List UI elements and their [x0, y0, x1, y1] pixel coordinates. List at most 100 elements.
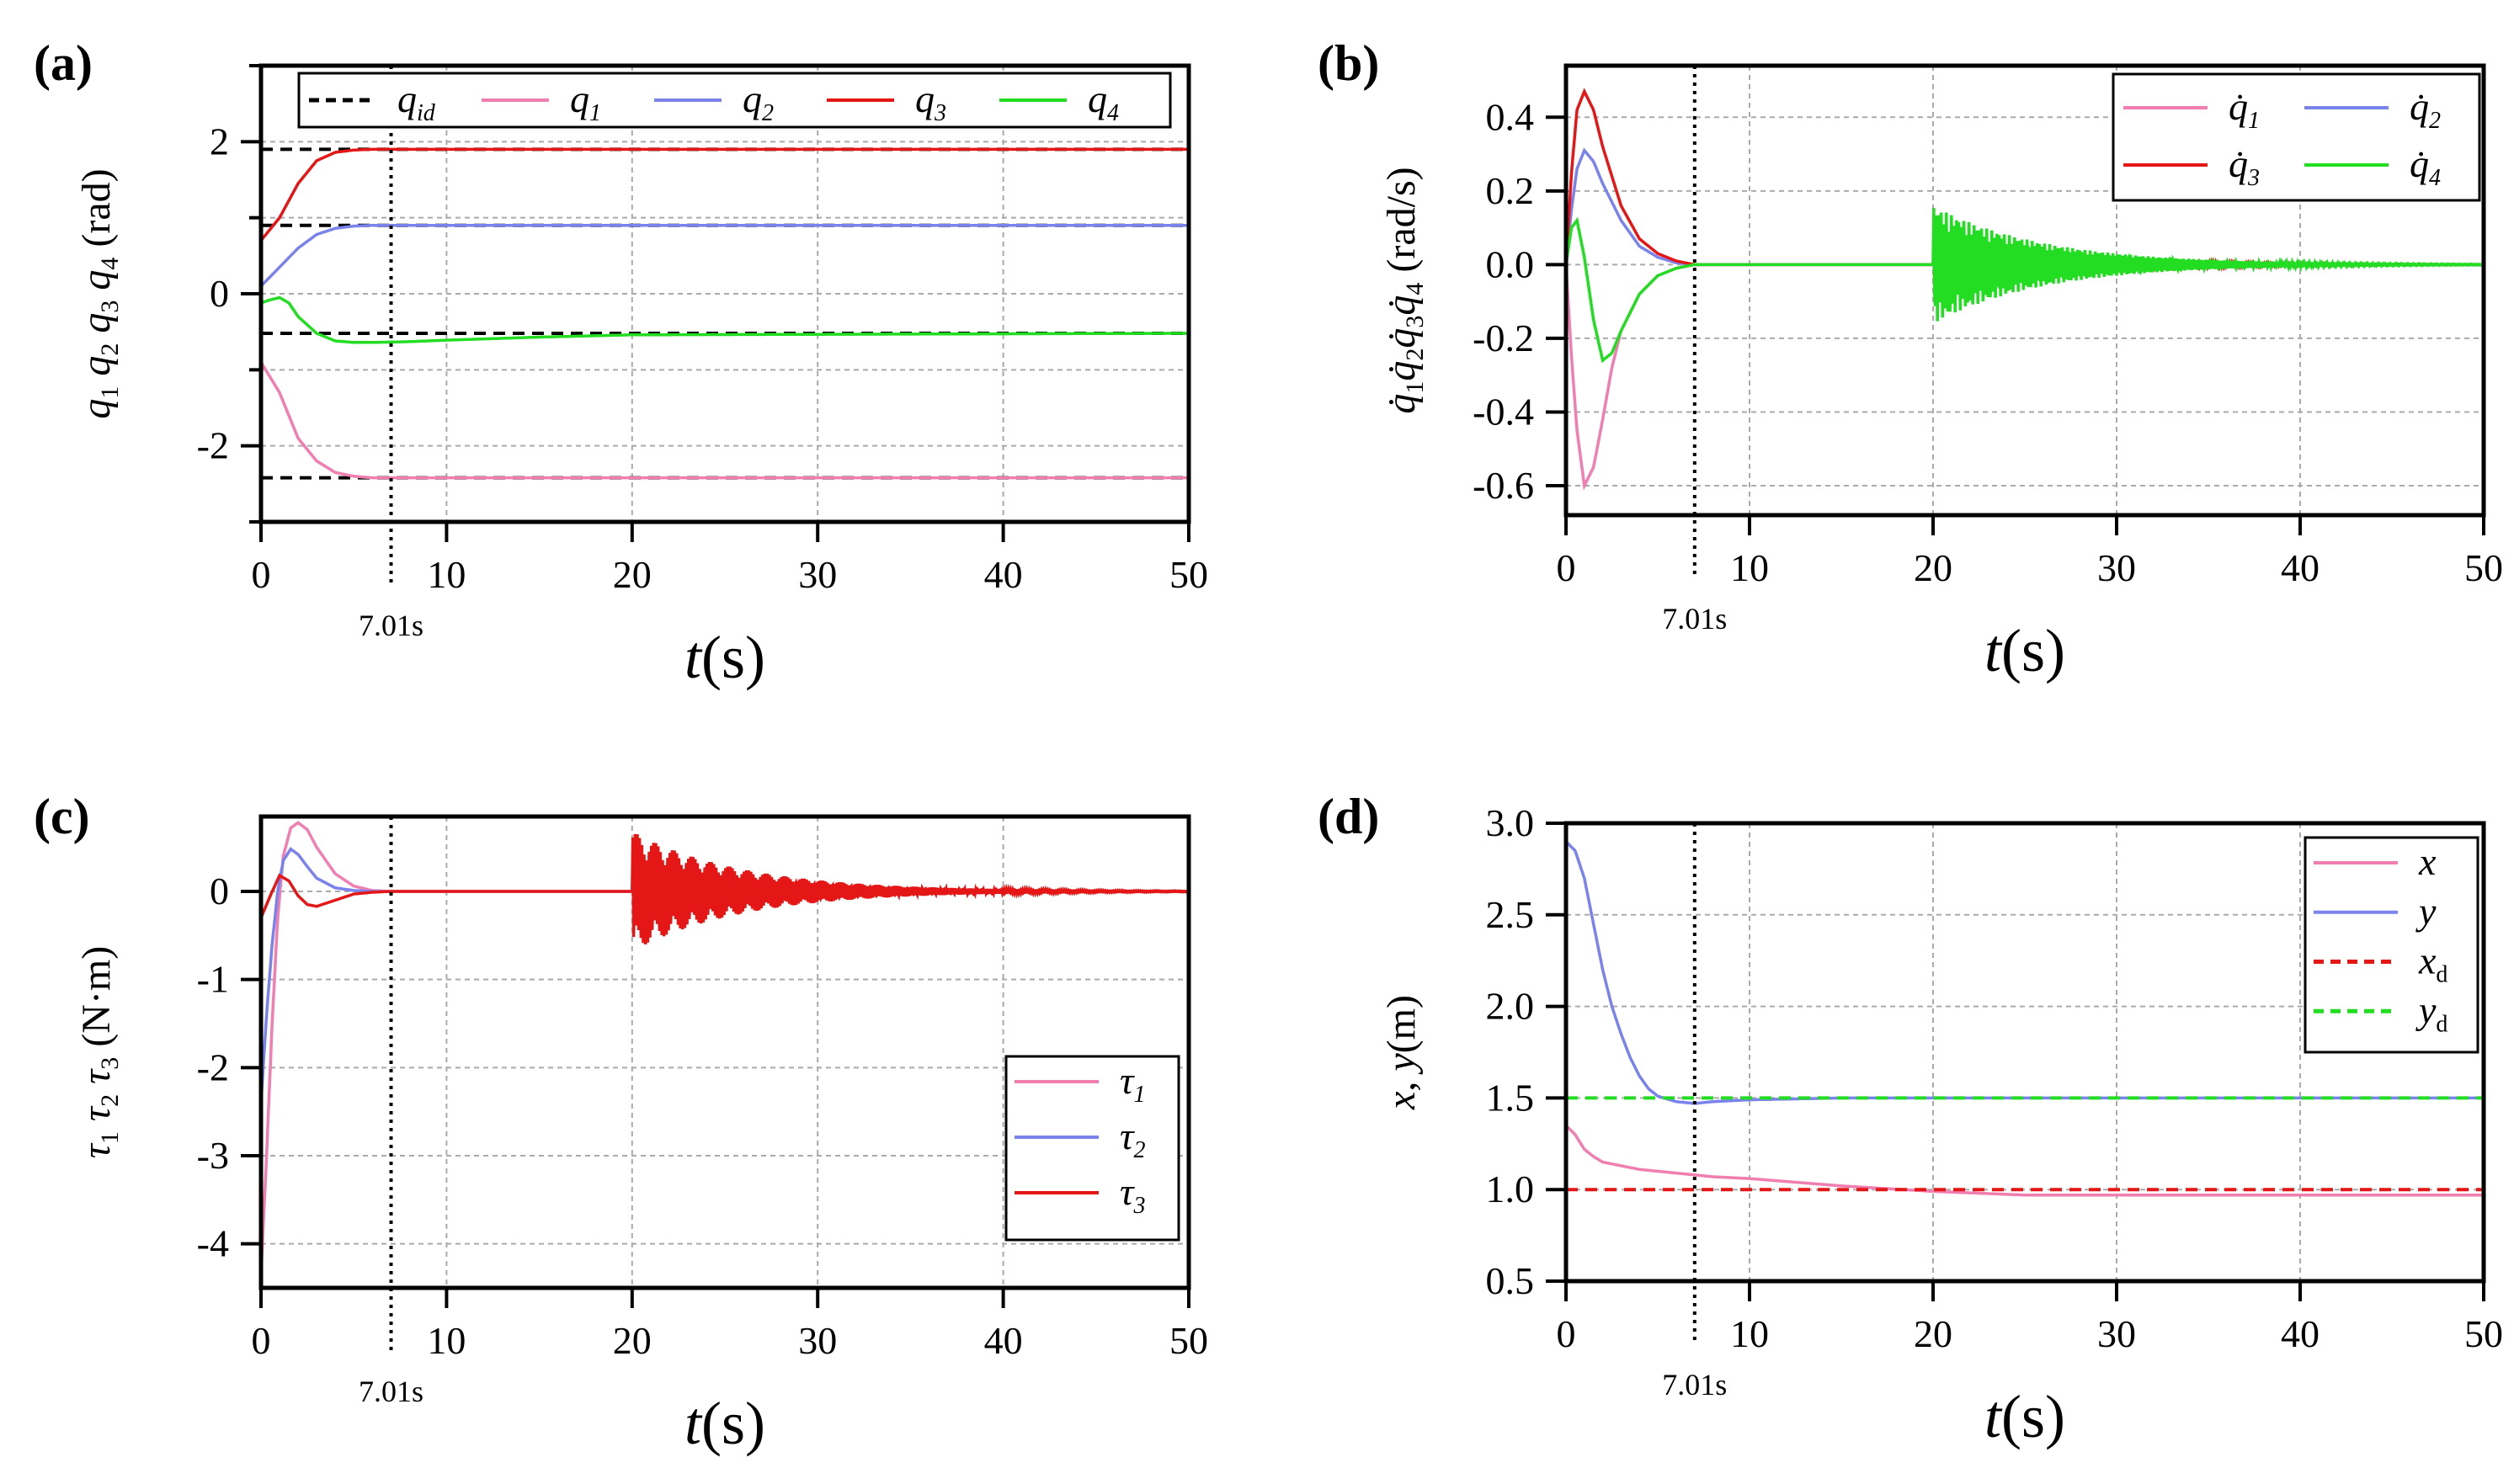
x-axis-label: t(s) — [684, 624, 765, 691]
y-axis-label: τ1 τ2 τ3 (N·m) — [74, 946, 124, 1159]
marker-label: 7.01s — [359, 1375, 423, 1408]
legend: q̇1 q̇2 q̇3 q̇4 — [2112, 72, 2481, 202]
legend: τ1 τ2 τ3 — [1004, 1055, 1180, 1242]
plot-area — [261, 821, 1189, 1275]
legend-label-1: q1 — [570, 77, 601, 126]
y-tick-label: -3 — [197, 1134, 229, 1177]
panel-label: (a) — [34, 35, 93, 91]
x-tick-label: 10 — [427, 1319, 466, 1362]
y-tick-label: 1.0 — [1486, 1168, 1535, 1210]
legend-label-2: q2 — [743, 77, 774, 126]
legend-label-1: q̇2 — [2410, 85, 2441, 134]
series-dq1 — [1566, 263, 2484, 491]
x-tick-label: 50 — [2464, 1312, 2503, 1355]
legend-label-0: x — [2418, 840, 2437, 883]
y-tick-label: 0.5 — [1486, 1259, 1535, 1302]
x-tick-label: 50 — [2464, 546, 2503, 589]
series-dq4 — [1566, 208, 2484, 364]
legend-label-0: qid — [397, 77, 436, 126]
legend-box — [1004, 1055, 1180, 1242]
x-tick-label: 20 — [1914, 1312, 1952, 1355]
legend-label-1: y — [2415, 890, 2437, 933]
plot-frame — [1563, 821, 2486, 1284]
x-tick-label: 30 — [798, 1319, 837, 1362]
x-tick-label: 10 — [1730, 1312, 1769, 1355]
y-tick-label: 1.5 — [1486, 1076, 1535, 1119]
panel-b: (b) 7.01s 0 10 20 30 40 50 0.4 0.2 0.0 -0.2 -0.4 -0.6… — [1318, 35, 2503, 684]
x-tick-label: 10 — [427, 553, 466, 596]
x-tick-label: 30 — [2097, 1312, 2136, 1355]
x-tick-label: 30 — [798, 553, 837, 596]
x-tick-label: 10 — [1730, 546, 1769, 589]
plot-area — [1566, 88, 2484, 491]
plot-frame — [1563, 63, 2486, 518]
legend: qid q1 q2 q3 q4 — [297, 72, 1172, 129]
y-tick-label: -0.6 — [1473, 464, 1534, 507]
x-tick-label: 20 — [1914, 546, 1952, 589]
legend-box — [2304, 836, 2479, 1054]
y-tick-label: 0.0 — [1486, 242, 1535, 285]
y-tick-label: 2 — [210, 120, 229, 162]
legend-label-4: q4 — [1088, 77, 1119, 126]
y-tick-label: 3.0 — [1486, 801, 1535, 844]
x-tick-label: 0 — [252, 1319, 271, 1362]
x-tick-label: 40 — [2281, 546, 2320, 589]
x-tick-label: 20 — [613, 553, 652, 596]
series-q4 — [261, 295, 1189, 344]
y-tick-label: 0 — [210, 272, 229, 315]
legend-box — [2112, 72, 2481, 202]
y-tick-label: -0.2 — [1473, 316, 1534, 359]
marker-label: 7.01s — [1662, 1368, 1727, 1402]
plot-frame — [258, 814, 1191, 1290]
series-q1 — [261, 361, 1189, 480]
marker-label: 7.01s — [1662, 602, 1727, 636]
series-x — [1566, 1124, 2484, 1197]
y-axis-label: x, y(m) — [1379, 995, 1424, 1110]
x-axis-label: t(s) — [1984, 617, 2065, 684]
legend-label-0: τ1 — [1120, 1059, 1145, 1108]
y-axis-label: q̇1q̇2q̇3q̇4 (rad/s) — [1379, 167, 1429, 413]
legend-label-1: τ2 — [1120, 1114, 1145, 1163]
series-tau3 — [261, 833, 1189, 945]
x-tick-label: 50 — [1169, 553, 1208, 596]
y-tick-label: -4 — [197, 1222, 229, 1265]
x-tick-label: 50 — [1169, 1319, 1208, 1362]
y-axis-label: q1 q2 q3 q4 (rad) — [74, 168, 124, 418]
series-q2 — [261, 223, 1189, 288]
legend-label-3: yd — [2415, 988, 2447, 1037]
x-tick-label: 0 — [252, 553, 271, 596]
x-axis-label: t(s) — [684, 1390, 765, 1457]
x-axis-label: t(s) — [1984, 1383, 2065, 1450]
x-tick-label: 0 — [1557, 546, 1576, 589]
legend-label-0: q̇1 — [2229, 85, 2260, 134]
y-tick-label: 2.0 — [1486, 985, 1535, 1028]
y-tick-label: -0.4 — [1473, 390, 1534, 433]
x-tick-label: 0 — [1557, 1312, 1576, 1355]
y-tick-label: -2 — [197, 424, 229, 467]
x-tick-label: 30 — [2097, 546, 2136, 589]
panel-d: (d) 7.01s 0 10 20 30 40 50 3.0 2.5 2.0 1.5 1.0 0.5 t(s… — [1318, 789, 2503, 1450]
y-tick-label: -2 — [197, 1045, 229, 1088]
panel-label: (d) — [1318, 789, 1379, 844]
x-tick-label: 20 — [613, 1319, 652, 1362]
y-tick-label: 2.5 — [1486, 893, 1535, 936]
legend-label-2: xd — [2418, 939, 2447, 988]
panel-c: (c) 7.01s 0 10 20 30 40 50 0 -1 -2 -3 -4 t(s) τ1 τ2 τ3… — [34, 789, 1208, 1457]
y-tick-label: 0.4 — [1486, 95, 1535, 138]
x-tick-label: 40 — [984, 1319, 1023, 1362]
y-tick-label: 0 — [210, 870, 229, 912]
plot-area — [261, 147, 1189, 480]
x-tick-label: 40 — [2281, 1312, 2320, 1355]
legend-label-2: τ3 — [1120, 1170, 1145, 1219]
legend-label-3: q̇4 — [2410, 142, 2441, 191]
legend-label-3: q3 — [915, 77, 946, 126]
y-tick-label: 0.2 — [1486, 169, 1535, 212]
series-q3 — [261, 147, 1189, 242]
marker-label: 7.01s — [359, 609, 423, 642]
panel-label: (c) — [34, 789, 90, 844]
plot-area — [1566, 840, 2484, 1197]
legend-label-2: q̇3 — [2229, 142, 2260, 191]
